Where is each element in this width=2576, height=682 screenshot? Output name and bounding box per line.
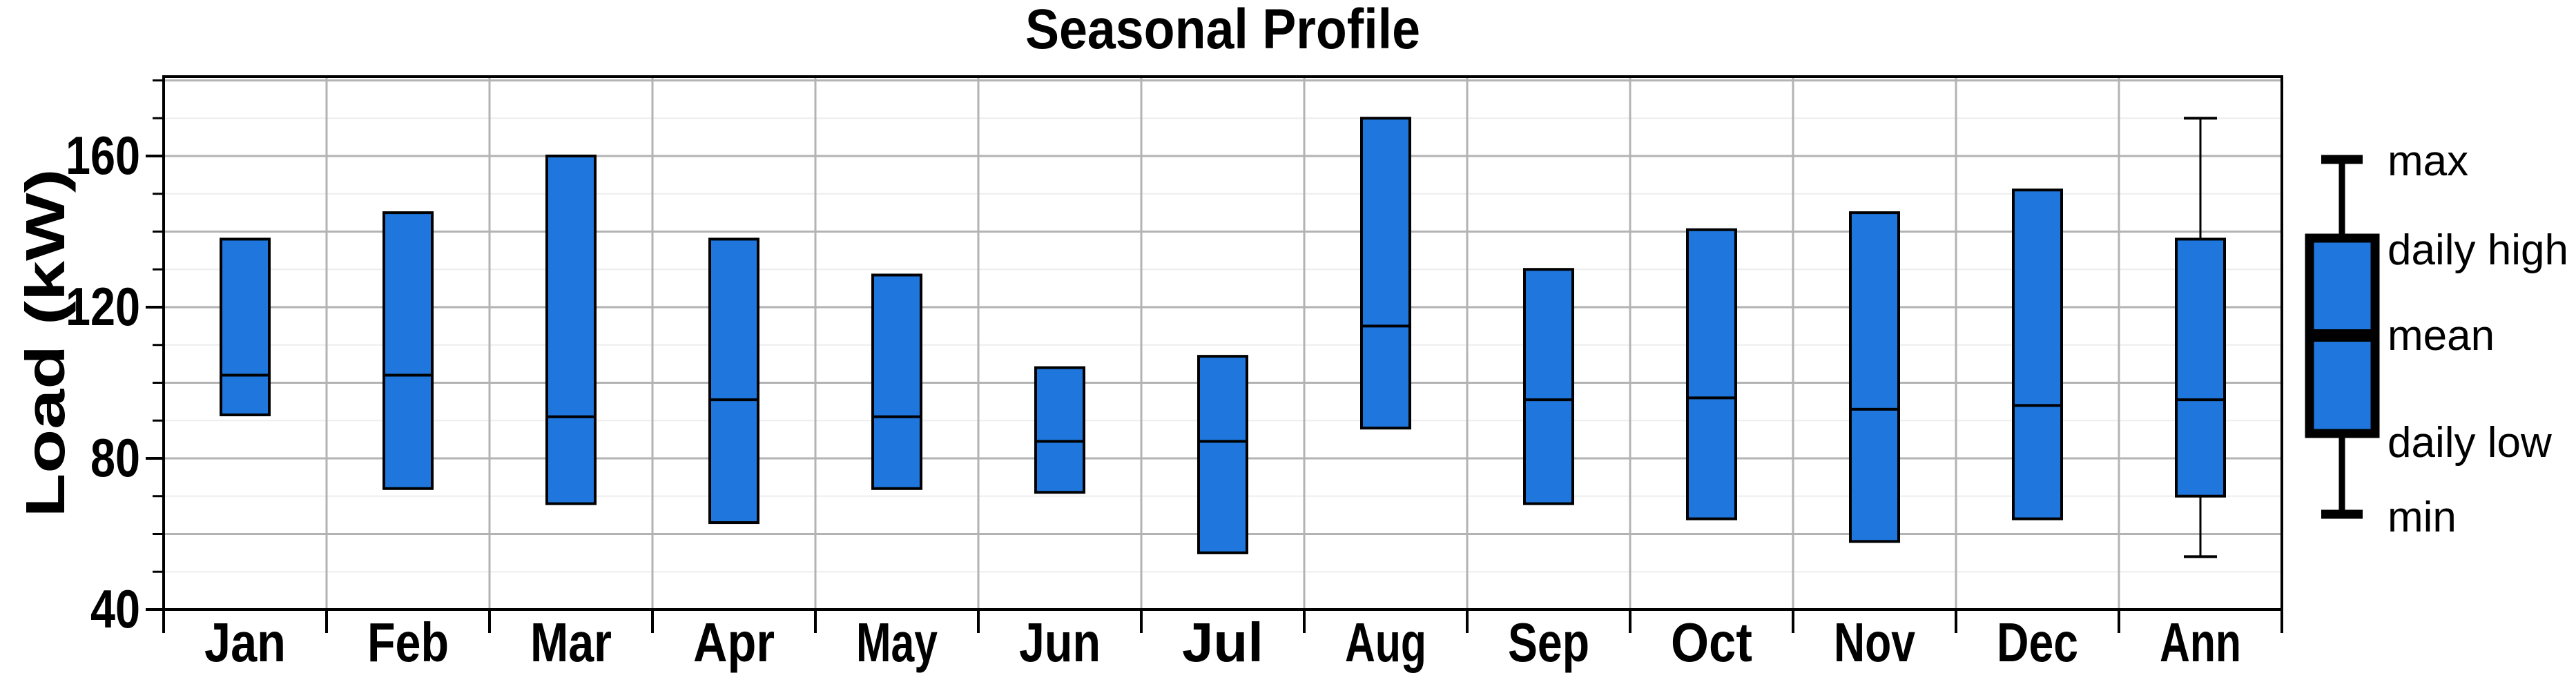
box-Jun (1034, 366, 1085, 494)
legend-label-min: min (2388, 494, 2457, 541)
y-tick-label-120: 120 (66, 276, 140, 337)
y-tick-label-80: 80 (90, 427, 140, 488)
x-label-Sep: Sep (1508, 612, 1589, 673)
box-Aug (1360, 117, 1411, 430)
x-label-Mar: Mar (530, 612, 612, 673)
legend-label-daily-high: daily high (2388, 226, 2568, 274)
x-label-Aug: Aug (1345, 612, 1426, 673)
box-Oct (1686, 228, 1737, 520)
y-tick-label-40: 40 (90, 578, 140, 639)
x-label-Dec: Dec (1997, 612, 2078, 673)
x-label-Ann: Ann (2160, 612, 2241, 673)
box-Sep (1523, 268, 1574, 505)
x-label-Jun: Jun (1019, 612, 1101, 673)
box-Apr (708, 237, 759, 525)
legend-label-daily-low: daily low (2388, 419, 2552, 467)
box-Ann (2175, 237, 2226, 498)
box-Mar (545, 154, 597, 505)
box-Nov (1849, 211, 1900, 543)
box-Dec (2012, 188, 2063, 520)
x-label-Apr: Apr (693, 612, 775, 673)
box-Feb (382, 211, 434, 490)
y-axis-label: Load (kW) (14, 169, 76, 518)
x-label-May: May (856, 612, 938, 673)
legend-label-mean: mean (2388, 312, 2495, 360)
box-Jul (1197, 355, 1248, 554)
box-May (871, 273, 922, 490)
box-Jan (220, 237, 271, 417)
y-tick-label-160: 160 (66, 125, 140, 186)
x-label-Oct: Oct (1671, 612, 1752, 673)
x-label-Nov: Nov (1834, 612, 1915, 673)
x-label-Jul: Jul (1182, 612, 1263, 673)
chart-title: Seasonal Profile (1025, 0, 1420, 61)
legend-label-max: max (2388, 137, 2468, 185)
plot-frame (162, 75, 2283, 611)
x-label-Jan: Jan (204, 612, 286, 673)
x-label-Feb: Feb (367, 612, 449, 673)
